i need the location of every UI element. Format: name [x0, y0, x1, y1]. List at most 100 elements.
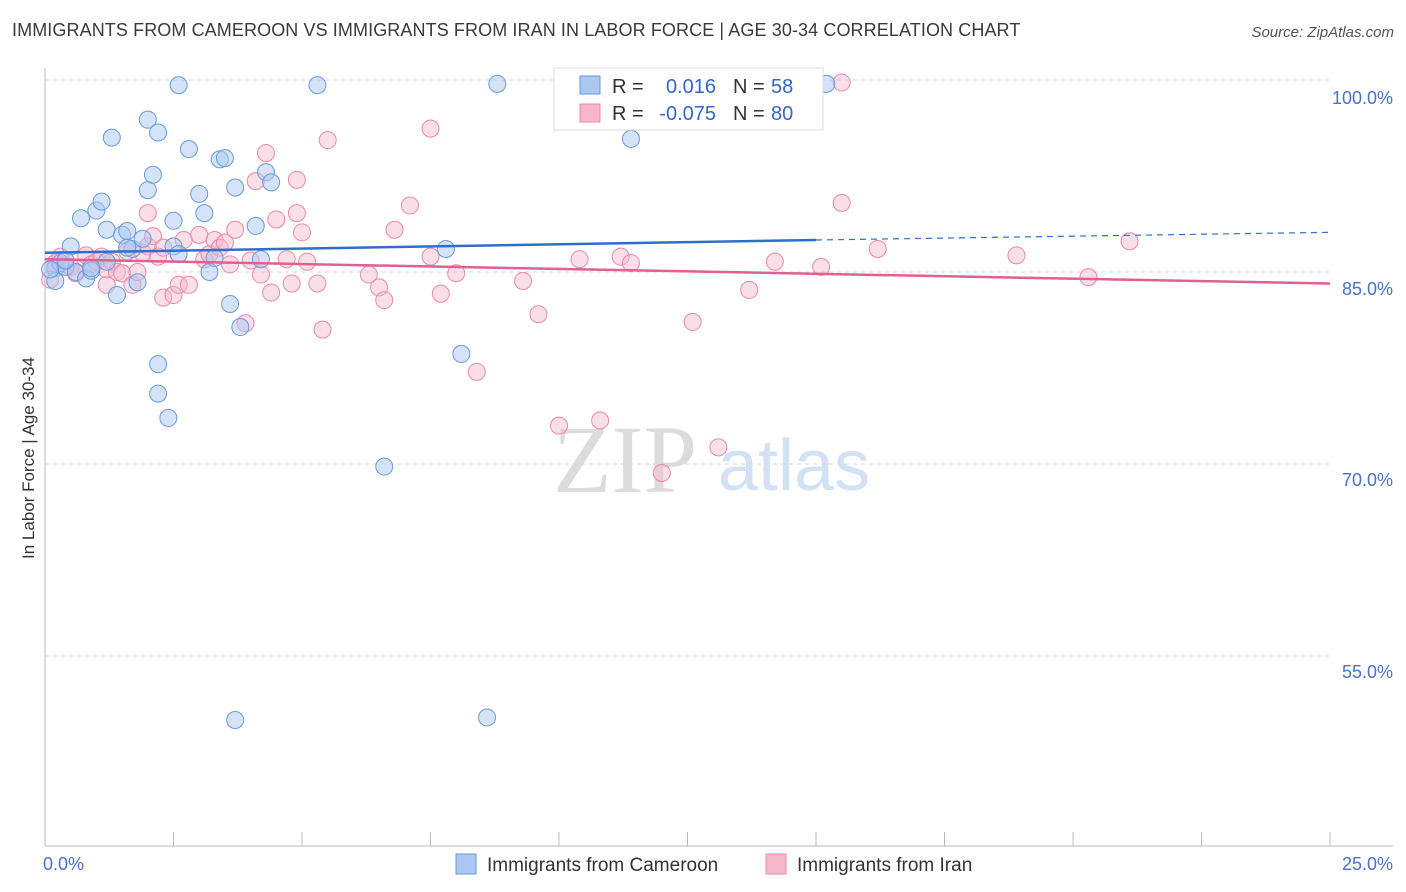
cameroon-point-23: [149, 384, 168, 403]
cameroon-point-52: [621, 129, 640, 148]
cameroon-point-31: [179, 140, 198, 159]
cameroon-point-10: [92, 192, 111, 211]
cameroon-point-11: [97, 220, 116, 239]
iran-point-23: [154, 288, 173, 307]
cameroon-point-42: [246, 216, 265, 235]
y-tick-label-100: 100.0%: [1332, 88, 1393, 108]
cameroon-point-14: [107, 286, 126, 305]
cameroon-point-24: [149, 355, 168, 374]
cameroon-point-35: [205, 248, 224, 267]
cameroon-point-45: [262, 173, 281, 192]
cameroon-point-40: [226, 711, 245, 729]
source-attribution: Source: ZipAtlas.com: [1251, 24, 1394, 41]
cameroon-point-43: [251, 250, 270, 269]
iran-point-77: [868, 239, 887, 258]
iran-point-46: [287, 170, 306, 189]
cameroon-point-47: [375, 457, 394, 476]
cameroon-point-33: [195, 204, 214, 223]
series-legend-label-cameroon: Immigrants from Cameroon: [487, 855, 718, 876]
legend-n-label-cameroon: N =: [733, 76, 765, 98]
iran-point-41: [262, 283, 281, 302]
cameroon-point-49: [452, 344, 471, 363]
gridlines: [45, 79, 1330, 657]
cameroon-point-13: [102, 128, 121, 147]
watermark-atlas: atlas: [718, 426, 870, 506]
iran-point-62: [514, 271, 533, 290]
cameroon-point-21: [138, 110, 157, 129]
legend-n-value-cameroon: 58: [771, 76, 793, 98]
cameroon-point-18: [128, 273, 147, 292]
trend-lines: [44, 231, 1331, 285]
cameroon-point-48: [436, 239, 455, 258]
legend-n-value-iran: 80: [771, 103, 793, 125]
cameroon-point-20: [138, 181, 157, 200]
iran-point-76: [832, 73, 851, 92]
iran-point-13: [113, 264, 132, 283]
iran-point-63: [529, 305, 548, 324]
series-cameroon: [41, 74, 836, 729]
iran-point-69: [652, 463, 671, 482]
axes: [44, 68, 1393, 847]
iran-point-34: [221, 255, 240, 274]
iran-point-56: [400, 196, 419, 215]
iran-point-40: [257, 143, 276, 162]
iran-point-59: [431, 284, 450, 303]
legend-r-value-cameroon: 0.016: [666, 76, 716, 98]
iran-point-70: [683, 312, 702, 331]
iran-point-72: [740, 280, 759, 299]
iran-point-78: [1007, 246, 1026, 265]
iran-point-58: [421, 119, 440, 138]
cameroon-point-54: [41, 260, 60, 279]
iran-point-49: [308, 274, 327, 293]
cameroon-point-12: [97, 252, 116, 271]
trend-line-iran: [44, 257, 1331, 285]
iran-point-44: [282, 274, 301, 293]
cameroon-point-30: [169, 76, 188, 95]
cameroon-point-19: [133, 229, 152, 248]
cameroon-point-50: [478, 708, 497, 727]
iran-point-35: [226, 220, 245, 239]
iran-point-24: [164, 286, 183, 305]
cameroon-point-38: [221, 295, 240, 313]
legend-r-value-iran: -0.075: [659, 103, 716, 125]
cameroon-point-22: [143, 165, 162, 184]
iran-point-79: [1079, 268, 1098, 287]
legend-r-label-cameroon: R =: [612, 76, 644, 98]
cameroon-point-56: [82, 259, 101, 278]
x-tick-label-max: 25.0%: [1342, 854, 1393, 874]
y-tick-label-85: 85.0%: [1342, 279, 1393, 299]
series-legend-label-iran: Immigrants from Iran: [797, 855, 972, 876]
iran-point-27: [179, 275, 198, 294]
iran-point-19: [138, 204, 157, 223]
cameroon-point-25: [149, 123, 168, 142]
cameroon-point-57: [118, 238, 137, 257]
cameroon-point-26: [159, 408, 178, 427]
y-tick-label-70: 70.0%: [1342, 470, 1393, 490]
iran-point-28: [190, 225, 209, 244]
cameroon-point-37: [215, 149, 234, 168]
iran-point-48: [298, 252, 317, 271]
y-tick-label-55: 55.0%: [1342, 662, 1393, 682]
cameroon-point-51: [488, 74, 507, 93]
legend-swatch-cameroon: [579, 75, 601, 95]
iran-point-64: [550, 416, 568, 435]
series-legend-swatch-cameroon: [455, 853, 477, 875]
iran-point-54: [375, 291, 394, 310]
cameroon-point-41: [231, 318, 250, 337]
legend-swatch-iran: [579, 103, 601, 123]
cameroon-point-32: [190, 184, 209, 203]
iran-point-74: [812, 257, 831, 276]
legend-n-label-iran: N =: [733, 103, 765, 125]
series-legend-swatch-iran: [765, 853, 787, 875]
cameroon-point-6: [71, 209, 90, 228]
cameroon-point-16: [118, 222, 137, 241]
iran-point-73: [765, 252, 784, 271]
iran-point-39: [251, 265, 270, 284]
stats-legend: R = 0.016 N = 58 R = -0.075 N = 80: [553, 67, 824, 131]
series-legend: Immigrants from Cameroon Immigrants from…: [455, 853, 972, 876]
cameroon-point-39: [226, 178, 245, 197]
iran-point-47: [293, 223, 311, 242]
chart-title: IMMIGRANTS FROM CAMEROON VS IMMIGRANTS F…: [12, 20, 1021, 40]
iran-point-75: [832, 193, 851, 212]
